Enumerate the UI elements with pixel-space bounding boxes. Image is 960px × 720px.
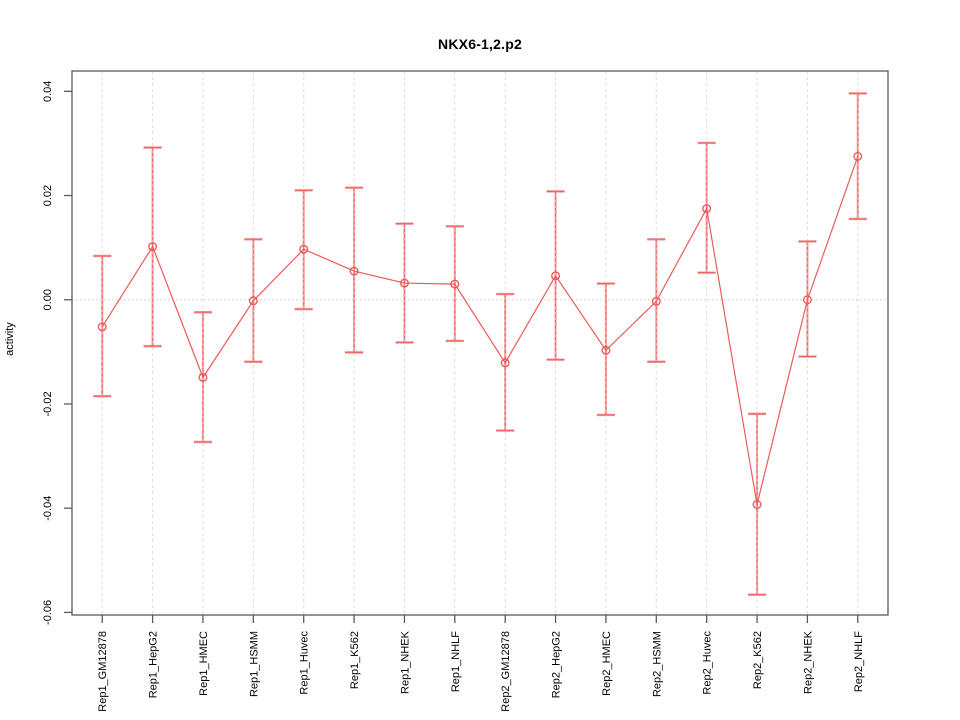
x-tick-label: Rep1_HepG2 <box>148 631 160 698</box>
data-point-Rep1_Huvec <box>299 244 309 254</box>
x-tick-label: Rep2_K562 <box>752 631 764 689</box>
data-point-Rep2_HMEC <box>601 345 611 355</box>
y-tick-label: 0.04 <box>42 81 54 102</box>
data-point-Rep1_HSMM <box>248 296 258 306</box>
x-tick-label: Rep1_Huvec <box>299 631 311 695</box>
data-point-Rep1_GM12878 <box>97 322 107 332</box>
x-tick-label: Rep2_GM12878 <box>500 631 512 712</box>
x-tick-label: Rep1_K562 <box>349 631 361 689</box>
x-tick-label: Rep2_HMEC <box>601 631 613 696</box>
data-point-Rep1_NHLF <box>450 279 460 289</box>
data-point-Rep1_HepG2 <box>148 242 158 252</box>
data-point-Rep1_NHEK <box>399 278 409 288</box>
data-point-Rep2_GM12878 <box>500 358 510 368</box>
x-tick-label: Rep2_NHLF <box>853 631 865 692</box>
data-point-Rep2_K562 <box>752 500 762 510</box>
data-point-Rep2_NHLF <box>853 151 863 161</box>
y-tick-label: 0.00 <box>42 289 54 310</box>
chart-title: NKX6-1,2.p2 <box>438 36 522 52</box>
x-tick-label: Rep1_GM12878 <box>97 631 109 712</box>
x-tick-label: Rep1_NHLF <box>450 631 462 692</box>
y-axis-title: activity <box>4 322 16 356</box>
data-point-Rep1_K562 <box>349 266 359 276</box>
x-tick-label: Rep1_HMEC <box>198 631 210 696</box>
y-tick-label: -0.04 <box>42 496 54 521</box>
y-tick-label: 0.02 <box>42 185 54 206</box>
x-tick-label: Rep2_Huvec <box>702 631 714 695</box>
x-tick-label: Rep2_HSMM <box>651 631 663 697</box>
x-tick-label: Rep2_NHEK <box>802 630 814 694</box>
data-point-Rep1_HMEC <box>198 372 208 382</box>
x-tick-label: Rep1_NHEK <box>399 630 411 694</box>
data-point-Rep2_NHEK <box>802 295 812 305</box>
data-point-Rep2_HSMM <box>651 296 661 306</box>
series-line <box>101 156 859 505</box>
data-point-Rep2_HepG2 <box>551 271 561 281</box>
data-point-Rep2_Huvec <box>702 204 712 214</box>
x-tick-label: Rep1_HSMM <box>248 631 260 697</box>
y-tick-label: -0.02 <box>42 391 54 416</box>
plot-box <box>71 70 889 616</box>
x-tick-label: Rep2_HepG2 <box>551 631 563 698</box>
y-tick-label: -0.06 <box>42 600 54 625</box>
